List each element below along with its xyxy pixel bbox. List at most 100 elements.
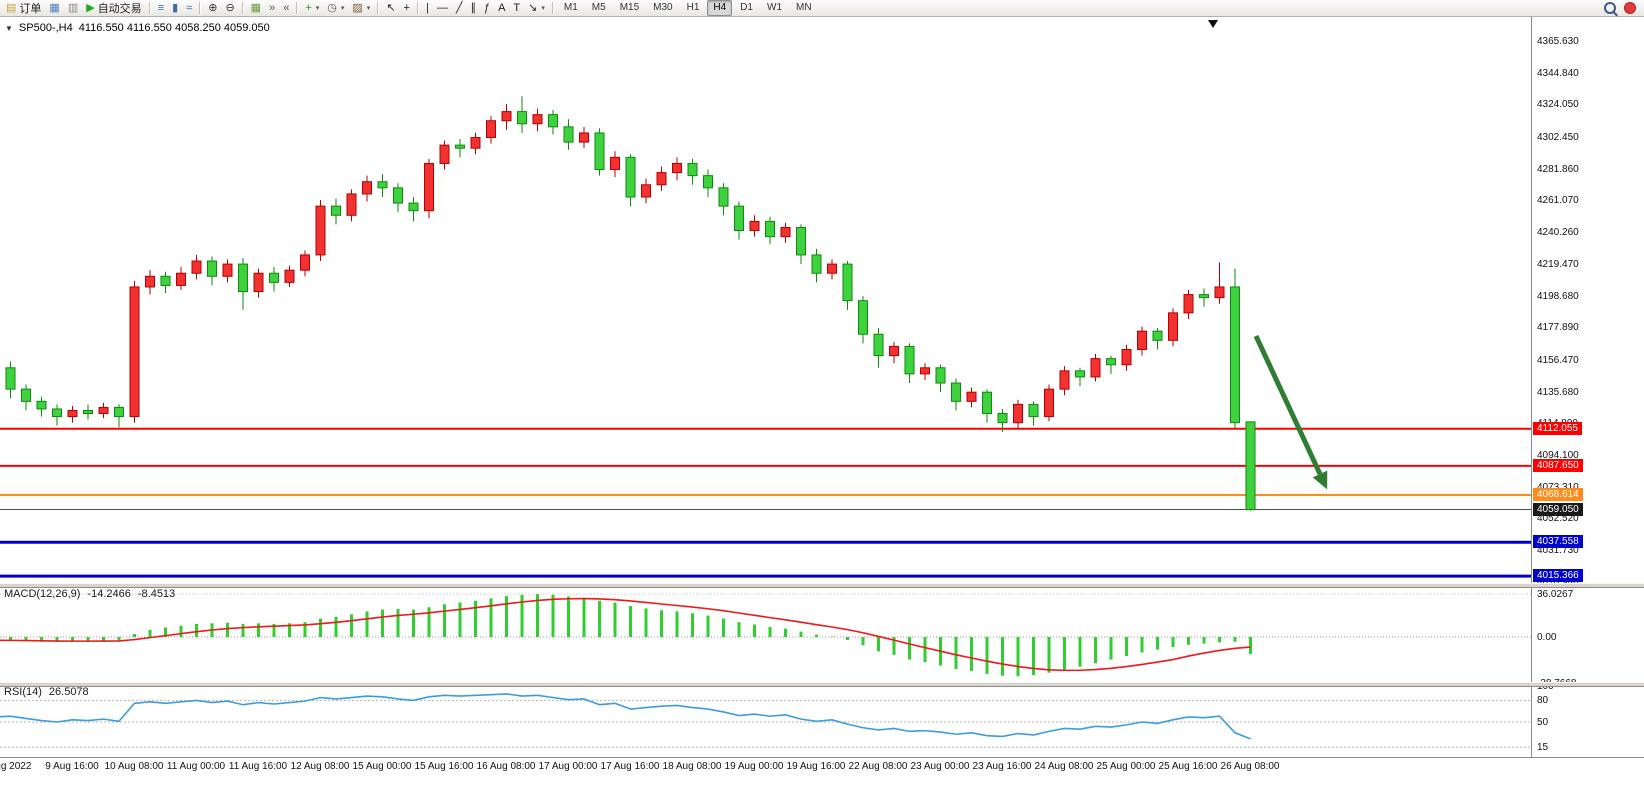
price-axis-label: 4344.840: [1537, 67, 1579, 79]
bar-chart-icon: ≡: [157, 1, 165, 14]
timeframe-h4-button[interactable]: H4: [707, 0, 733, 16]
zoom-in-button[interactable]: ⊕: [204, 0, 221, 17]
crosshair-button[interactable]: +: [400, 0, 414, 17]
price-axis-label: 4219.470: [1537, 258, 1579, 270]
line-chart-icon: ≈: [186, 1, 193, 14]
time-axis-label: 22 Aug 08:00: [848, 761, 908, 772]
toolbar-right-group: [1604, 2, 1642, 14]
timeframe-m30-button[interactable]: M30: [653, 2, 673, 13]
trendline-icon: ╱: [455, 1, 463, 14]
profiles-icon: ▥: [67, 1, 79, 14]
chart-windows-button[interactable]: ▦: [45, 0, 63, 17]
rsi-line: [0, 693, 1251, 740]
price-axis-label: 4365.630: [1537, 36, 1579, 47]
new-order-button[interactable]: ▤ 订单: [2, 0, 45, 17]
time-axis-label: 25 Aug 16:00: [1158, 761, 1218, 772]
down-triangle-marker[interactable]: [1208, 20, 1218, 28]
macd-label: MACD(12,26,9) -14.2466 -8.4513: [4, 588, 175, 600]
fibonacci-icon: ƒ: [483, 1, 491, 14]
bar-chart-button[interactable]: ≡: [154, 0, 168, 17]
trend-arrow[interactable]: [1253, 334, 1328, 490]
toolbar-separator: [416, 2, 419, 14]
timeframe-mn-button[interactable]: MN: [796, 2, 812, 13]
line-chart-button[interactable]: ≈: [182, 0, 196, 17]
price-line-tag: 4037.558: [1533, 535, 1583, 549]
time-axis-label: 15 Aug 00:00: [352, 761, 412, 772]
hlines-group[interactable]: [0, 427, 1531, 578]
templates-button[interactable]: ▨ ▾: [348, 0, 374, 17]
trendline-button[interactable]: ╱: [452, 0, 467, 17]
auto-trading-button[interactable]: ▶ 自动交易: [82, 0, 145, 17]
periods-button[interactable]: ◷ ▾: [323, 0, 348, 17]
zoom-out-icon: ⊖: [225, 1, 235, 14]
macd-scale-label: 0.00: [1537, 632, 1557, 643]
indicators-dropdown-icon[interactable]: ▾: [315, 5, 320, 12]
timeframe-w1-button[interactable]: W1: [767, 2, 782, 13]
notification-badge[interactable]: [1624, 2, 1636, 14]
indicators-button[interactable]: + ▾: [301, 0, 323, 17]
price-axis-label: 4031.730: [1537, 545, 1579, 557]
text-label-button[interactable]: T: [509, 0, 524, 17]
crosshair-icon: +: [403, 1, 410, 14]
horizontal-line-button[interactable]: —: [433, 0, 452, 17]
fibonacci-button[interactable]: ƒ: [480, 0, 494, 17]
price-line-tag: 4015.366: [1533, 569, 1583, 583]
candlestick-chart-button[interactable]: ▮: [168, 0, 182, 17]
objects-toggle-icon[interactable]: ▼: [5, 23, 13, 33]
equidistant-channel-button[interactable]: ∥: [466, 0, 480, 17]
price-line-tag: 4087.650: [1533, 458, 1583, 472]
horizontal-line-icon: —: [436, 1, 448, 14]
timeframe-m1-button[interactable]: M1: [563, 2, 578, 13]
panel-divider-macd[interactable]: [0, 583, 1644, 588]
time-axis-label: 23 Aug 00:00: [910, 761, 970, 772]
indicators-icon: +: [305, 1, 312, 14]
arrows-icon: ↘: [528, 1, 538, 14]
templates-dropdown-icon[interactable]: ▾: [366, 5, 371, 12]
periods-dropdown-icon[interactable]: ▾: [340, 5, 345, 12]
rsi-panel: [0, 693, 1531, 748]
cursor-button[interactable]: ↖: [382, 0, 399, 17]
macd-histogram: [9, 594, 1252, 677]
macd-panel: [0, 593, 1531, 684]
price-axis-label: 4094.100: [1537, 450, 1579, 462]
timeframe-switcher: M1 M5 M15 M30 H1 H4 D1 W1 MN: [557, 0, 819, 16]
time-axis-label: Aug 2022: [0, 761, 32, 772]
time-axis-label: 16 Aug 08:00: [476, 761, 536, 772]
text-label-icon: T: [513, 1, 521, 14]
timeframe-d1-button[interactable]: D1: [740, 2, 753, 13]
time-axis-label: 19 Aug 16:00: [786, 761, 846, 772]
price-axis-label: 4261.070: [1537, 195, 1579, 207]
time-axis-label: 11 Aug 16:00: [228, 761, 288, 772]
rsi-scale-label: 50: [1537, 717, 1549, 728]
timeframe-m5-button[interactable]: M5: [591, 2, 606, 13]
text-button[interactable]: A: [494, 0, 509, 17]
arrows-dropdown-icon[interactable]: ▾: [541, 5, 545, 12]
time-axis-label: 24 Aug 08:00: [1034, 761, 1094, 772]
time-axis-label: 12 Aug 08:00: [290, 761, 350, 772]
auto-scroll-button[interactable]: »: [265, 0, 279, 17]
price-axis-label: 4281.860: [1537, 163, 1579, 175]
price-axis-label: 4198.680: [1537, 290, 1579, 302]
tile-windows-button[interactable]: ▦: [247, 0, 265, 17]
search-icon[interactable]: [1604, 2, 1616, 14]
macd-scale-label: 36.0267: [1537, 589, 1574, 601]
timeframe-m15-button[interactable]: M15: [619, 2, 640, 13]
vertical-line-icon: |: [425, 1, 429, 14]
chart-shift-button[interactable]: «: [279, 0, 293, 17]
toolbar-separator: [199, 2, 202, 14]
arrows-button[interactable]: ↘ ▾: [524, 0, 549, 17]
toolbar-separator: [241, 2, 244, 14]
price-axis-label: 4135.680: [1537, 386, 1579, 398]
panel-divider-rsi[interactable]: [0, 682, 1644, 687]
zoom-out-button[interactable]: ⊖: [221, 0, 238, 17]
price-axis-label: 4156.470: [1537, 354, 1579, 366]
vertical-line-button[interactable]: |: [422, 0, 433, 17]
profiles-button[interactable]: ▥: [64, 0, 82, 17]
timeframe-h1-button[interactable]: H1: [686, 2, 700, 13]
time-axis-label: 9 Aug 16:00: [45, 761, 99, 772]
price-axis-label: 4073.310: [1537, 482, 1579, 494]
price-line-tag: 4059.050: [1533, 502, 1583, 516]
toolbar-separator: [296, 2, 299, 14]
price-axis-label: 4177.890: [1537, 322, 1579, 334]
